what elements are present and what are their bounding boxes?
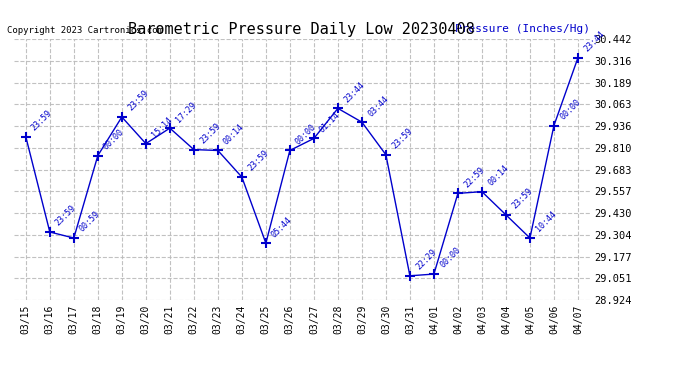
Title: Barometric Pressure Daily Low 20230408: Barometric Pressure Daily Low 20230408 — [128, 22, 475, 37]
Text: 23:59: 23:59 — [198, 122, 222, 146]
Text: 23:59: 23:59 — [510, 187, 534, 211]
Text: 23:59: 23:59 — [30, 108, 54, 132]
Text: 00:59: 00:59 — [78, 210, 102, 234]
Text: 23:59: 23:59 — [126, 89, 150, 113]
Text: 17:29: 17:29 — [174, 100, 198, 124]
Text: 23:44: 23:44 — [342, 80, 366, 104]
Text: Copyright 2023 Cartronics.com: Copyright 2023 Cartronics.com — [7, 26, 163, 35]
Text: 05:44: 05:44 — [270, 215, 294, 239]
Text: 22:59: 22:59 — [462, 165, 486, 189]
Text: 00:14: 00:14 — [222, 122, 246, 146]
Text: 10:44: 10:44 — [534, 210, 558, 234]
Text: 00:14: 00:14 — [486, 164, 510, 188]
Text: 23:44: 23:44 — [582, 30, 606, 54]
Text: Pressure (Inches/Hg): Pressure (Inches/Hg) — [455, 24, 590, 34]
Text: 23:59: 23:59 — [54, 204, 78, 228]
Text: 22:29: 22:29 — [414, 248, 438, 272]
Text: 03:44: 03:44 — [366, 94, 390, 118]
Text: 23:59: 23:59 — [246, 149, 270, 173]
Text: 00:00: 00:00 — [558, 98, 582, 122]
Text: 23:59: 23:59 — [390, 126, 414, 151]
Text: 00:00: 00:00 — [102, 128, 126, 152]
Text: 00:00: 00:00 — [438, 246, 462, 270]
Text: 01:14: 01:14 — [318, 110, 342, 134]
Text: 00:00: 00:00 — [294, 122, 318, 146]
Text: 15:14: 15:14 — [150, 116, 174, 140]
